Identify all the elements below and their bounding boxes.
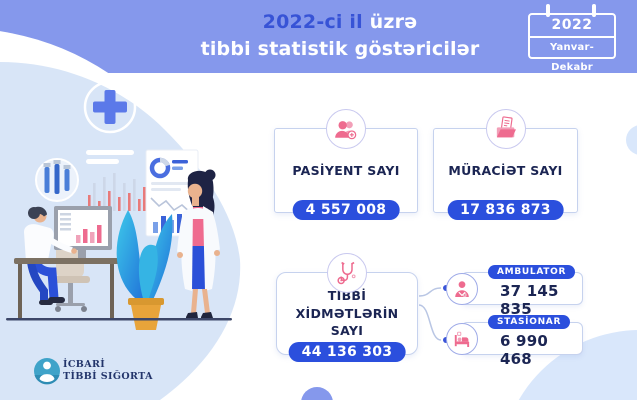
breakdown-stasionar: STASİONAR 6 990 468 <box>446 315 583 368</box>
card-value-badge: 17 836 873 <box>447 200 564 220</box>
breakdown-label-badge: STASİONAR <box>488 315 571 329</box>
breakdown-ambulator: AMBULATOR 37 145 835 <box>446 265 583 318</box>
calendar-ring-right-icon <box>592 4 596 17</box>
card-title: PASİYENT SAYI <box>292 162 400 178</box>
card-title: MÜRACİƏT SAYI <box>448 162 563 178</box>
calendar-range: Yanvar-Dekabr <box>550 42 594 73</box>
decor-circle-bottom-right <box>518 330 637 400</box>
decor-line <box>86 159 119 164</box>
floor-line <box>6 318 232 321</box>
title-line2: tibbi statistik göstəricilər <box>200 38 480 60</box>
logo-line1: İCBARİ <box>63 359 106 370</box>
stethoscope-icon <box>327 253 367 293</box>
card-title: TİBBİ XİDMƏTLƏRİN SAYI <box>295 288 399 339</box>
folder-document-icon <box>485 109 526 149</box>
breakdown-label-badge: AMBULATOR <box>488 265 576 279</box>
monitor-illustration <box>54 206 112 258</box>
test-tubes-icon <box>35 158 79 202</box>
calendar-year: 2022 <box>530 15 614 38</box>
card-value-badge: 4 557 008 <box>292 200 400 220</box>
sitting-person-head <box>28 206 77 254</box>
logo-wordmark: İCBARİ TİBBİ SIĞORTA <box>63 359 153 383</box>
desk-illustration <box>14 258 130 318</box>
breakdown-value: 6 990 468 <box>500 332 548 368</box>
header-banner: 2022-ci il üzrə tibbi statistik göstəric… <box>0 0 637 73</box>
hospital-bed-icon <box>446 323 478 355</box>
breakdown-value: 37 145 835 <box>500 282 559 318</box>
decor-semicircle-bottom <box>301 387 333 400</box>
calendar-widget: 2022 Yanvar-Dekabr <box>528 13 616 73</box>
title-year-part: 2022-ci il <box>262 11 363 33</box>
medical-cross-icon <box>83 80 137 134</box>
bar-chart-illustration <box>88 173 146 211</box>
page-title: 2022-ci il üzrə tibbi statistik göstəric… <box>170 9 510 63</box>
calendar-ring-left-icon <box>546 4 550 17</box>
card-value-badge: 44 136 303 <box>288 342 406 362</box>
title-rest-part: üzrə <box>362 11 418 33</box>
outpatient-person-icon <box>446 273 478 305</box>
plant-illustration <box>116 210 173 330</box>
card-muraciet-sayi: MÜRACİƏT SAYI 17 836 873 <box>433 109 578 220</box>
card-tibbi-xidmetler-sayi: TİBBİ XİDMƏTLƏRİN SAYI 44 136 303 <box>276 253 418 362</box>
patients-add-icon <box>326 109 366 149</box>
decor-line <box>86 150 134 155</box>
connector-lines <box>418 287 442 341</box>
card-pasiyent-sayi: PASİYENT SAYI 4 557 008 <box>274 109 418 220</box>
logo-line2: TİBBİ SIĞORTA <box>63 371 153 382</box>
title-line1: 2022-ci il üzrə <box>170 9 510 36</box>
logo-icon <box>34 358 60 385</box>
decor-circle-right <box>626 125 637 155</box>
